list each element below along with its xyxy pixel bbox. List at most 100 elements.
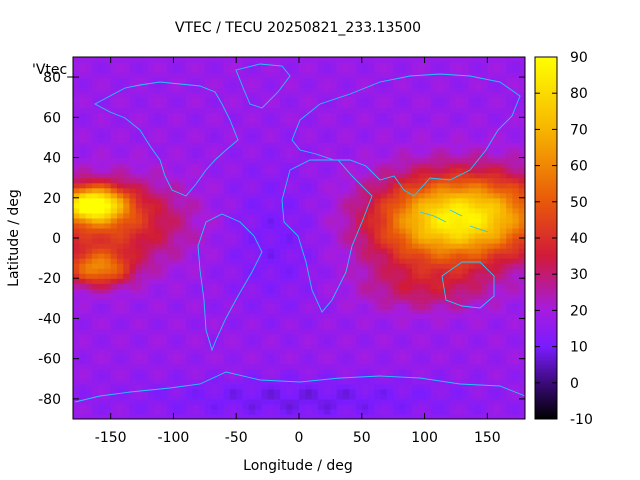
- heatmap-cell: [368, 308, 375, 315]
- heatmap-cell: [430, 358, 438, 365]
- heatmap-cell: [186, 92, 193, 98]
- heatmap-cell: [179, 177, 187, 184]
- heatmap-cell: [437, 378, 444, 385]
- heatmap-cell: [380, 217, 388, 224]
- heatmap-cell: [186, 403, 193, 410]
- heatmap-cell: [148, 373, 156, 380]
- heatmap-cell: [173, 162, 181, 169]
- heatmap-cell: [342, 318, 350, 325]
- heatmap-cell: [85, 268, 93, 274]
- heatmap-cell: [255, 348, 262, 355]
- heatmap-cell: [261, 278, 269, 284]
- heatmap-cell: [481, 363, 488, 370]
- heatmap-cell: [393, 117, 401, 123]
- heatmap-cell: [487, 97, 495, 103]
- heatmap-cell: [79, 268, 87, 274]
- heatmap-cell: [311, 172, 319, 179]
- heatmap-cell: [305, 117, 313, 123]
- heatmap-cell: [179, 403, 187, 410]
- heatmap-cell: [468, 293, 476, 299]
- heatmap-cell: [204, 323, 212, 330]
- heatmap-cell: [412, 368, 419, 375]
- heatmap-cell: [255, 298, 262, 304]
- heatmap-cell: [462, 107, 470, 113]
- heatmap-cell: [204, 398, 212, 405]
- heatmap-cell: [129, 243, 137, 249]
- heatmap-cell: [255, 393, 262, 400]
- heatmap-cell: [418, 127, 426, 134]
- heatmap-cell: [418, 97, 426, 103]
- heatmap-cell: [223, 378, 231, 385]
- heatmap-cell: [487, 323, 495, 330]
- heatmap-cell: [374, 333, 382, 340]
- heatmap-cell: [330, 328, 338, 335]
- heatmap-cell: [386, 177, 394, 184]
- heatmap-cell: [336, 243, 344, 249]
- heatmap-cell: [493, 388, 501, 395]
- heatmap-cell: [405, 212, 413, 219]
- heatmap-cell: [223, 137, 231, 144]
- heatmap-cell: [405, 263, 413, 269]
- heatmap-cell: [368, 72, 375, 78]
- heatmap-cell: [242, 82, 250, 88]
- heatmap-cell: [487, 117, 495, 123]
- heatmap-cell: [317, 338, 325, 345]
- heatmap-cell: [336, 172, 344, 179]
- heatmap-cell: [374, 107, 382, 113]
- heatmap-cell: [129, 112, 137, 118]
- heatmap-cell: [211, 238, 218, 244]
- heatmap-cell: [342, 243, 350, 249]
- heatmap-cell: [211, 263, 218, 269]
- heatmap-cell: [142, 152, 149, 159]
- heatmap-cell: [123, 157, 131, 164]
- heatmap-cell: [110, 207, 118, 214]
- heatmap-cell: [173, 283, 181, 289]
- heatmap-cell: [462, 117, 470, 123]
- heatmap-cell: [443, 263, 451, 269]
- heatmap-cell: [186, 318, 193, 325]
- heatmap-cell: [493, 132, 501, 139]
- heatmap-cell: [368, 187, 375, 194]
- heatmap-cell: [248, 202, 256, 209]
- heatmap-cell: [142, 162, 149, 169]
- heatmap-cell: [474, 167, 482, 174]
- heatmap-cell: [299, 202, 306, 209]
- heatmap-cell: [493, 358, 501, 365]
- heatmap-cell: [236, 283, 244, 289]
- heatmap-cell: [506, 263, 514, 269]
- heatmap-cell: [512, 197, 520, 204]
- heatmap-cell: [405, 77, 413, 83]
- heatmap-cell: [217, 77, 225, 83]
- heatmap-cell: [292, 393, 300, 400]
- heatmap-cell: [305, 343, 313, 350]
- heatmap-cell: [173, 388, 181, 395]
- heatmap-cell: [135, 152, 143, 159]
- heatmap-cell: [110, 102, 118, 108]
- heatmap-cell: [399, 323, 407, 330]
- heatmap-cell: [154, 263, 162, 269]
- heatmap-cell: [518, 353, 525, 360]
- heatmap-cell: [280, 283, 288, 289]
- heatmap-cell: [91, 177, 99, 184]
- heatmap-cell: [305, 197, 313, 204]
- heatmap-cell: [330, 87, 338, 93]
- heatmap-cell: [211, 363, 218, 370]
- heatmap-cell: [368, 152, 375, 159]
- heatmap-cell: [236, 227, 244, 234]
- heatmap-cell: [129, 268, 137, 274]
- heatmap-cell: [73, 313, 80, 320]
- heatmap-cell: [512, 403, 520, 410]
- heatmap-cell: [462, 328, 470, 335]
- heatmap-cell: [336, 293, 344, 299]
- heatmap-cell: [487, 338, 495, 345]
- heatmap-cell: [518, 383, 525, 390]
- heatmap-cell: [380, 207, 388, 214]
- heatmap-cell: [229, 383, 237, 390]
- heatmap-cell: [336, 82, 344, 88]
- heatmap-cell: [142, 222, 149, 229]
- heatmap-cell: [368, 87, 375, 93]
- heatmap-cell: [110, 353, 118, 360]
- heatmap-cell: [104, 177, 112, 184]
- heatmap-cell: [160, 343, 168, 350]
- heatmap-cell: [361, 137, 369, 144]
